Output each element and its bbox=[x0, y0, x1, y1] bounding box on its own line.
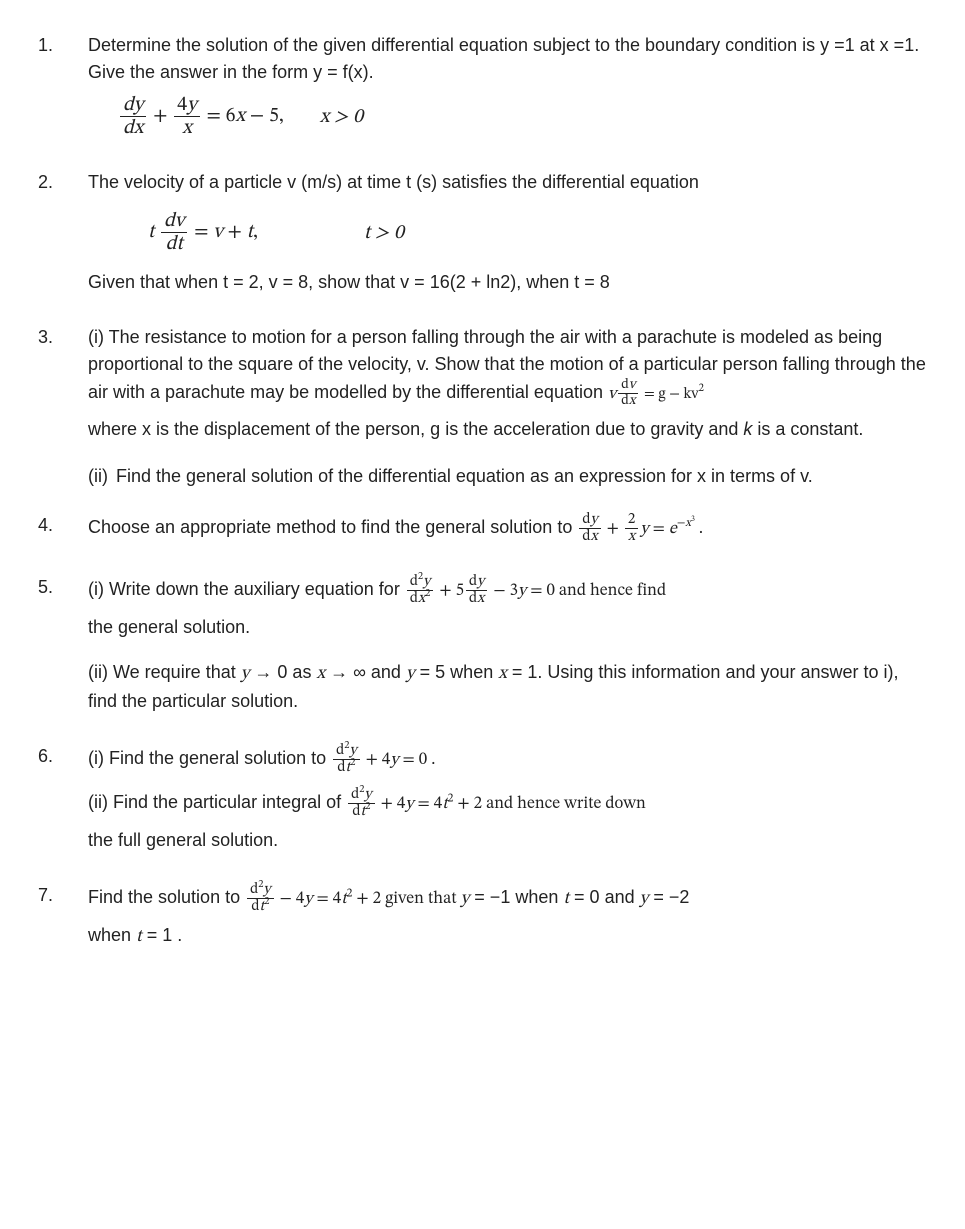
text: = 5 when bbox=[415, 662, 499, 682]
problem-body: The velocity of a particle v (m/s) at ti… bbox=[88, 169, 927, 302]
eq-text: = 0 and hence find bbox=[526, 583, 666, 600]
text: is a constant. bbox=[752, 419, 863, 439]
problem-text: (i) The resistance to motion for a perso… bbox=[88, 324, 927, 410]
sub-part: (ii) Find the general solution of the di… bbox=[88, 463, 927, 490]
problem-text: (i) Write down the auxiliary equation fo… bbox=[88, 574, 927, 608]
problem-text: the full general solution. bbox=[88, 827, 927, 854]
problem-text: The velocity of a particle v (m/s) at ti… bbox=[88, 169, 927, 196]
problem-4: 4. Choose an appropriate method to find … bbox=[38, 512, 927, 552]
text: = −2 bbox=[648, 887, 689, 907]
problem-number: 6. bbox=[38, 743, 88, 860]
problem-3: 3. (i) The resistance to motion for a pe… bbox=[38, 324, 927, 490]
eq-text: = bbox=[194, 222, 213, 242]
problem-text: Choose an appropriate method to find the… bbox=[88, 512, 927, 546]
text: (i) Find the general solution to bbox=[88, 748, 331, 768]
problem-body: Choose an appropriate method to find the… bbox=[88, 512, 927, 552]
problem-number: 5. bbox=[38, 574, 88, 721]
text: = 1 . bbox=[142, 925, 183, 945]
text: Choose an appropriate method to find the… bbox=[88, 517, 577, 537]
eq-text: − 3 bbox=[489, 583, 518, 600]
problem-2: 2. The velocity of a particle v (m/s) at… bbox=[38, 169, 927, 302]
problem-text: Find the solution to d2ydt2 − 4y = 4t2 +… bbox=[88, 882, 927, 916]
eq-text: − 5, bbox=[245, 106, 284, 126]
sub-label: (ii) bbox=[88, 463, 116, 490]
eq-text: = 0 . bbox=[399, 752, 436, 769]
problem-text: the general solution. bbox=[88, 614, 927, 641]
problem-text: where x is the displacement of the perso… bbox=[88, 416, 927, 443]
problem-1: 1. Determine the solution of the given d… bbox=[38, 32, 927, 147]
text: where x is the displacement of the perso… bbox=[88, 419, 743, 439]
text: Find the solution to bbox=[88, 887, 245, 907]
eq-text: − 4 bbox=[276, 891, 305, 908]
text: (i) The resistance to motion for a perso… bbox=[88, 327, 926, 402]
text: (ii) Find the particular integral of bbox=[88, 792, 346, 812]
eq-text: , bbox=[253, 222, 258, 242]
text: when bbox=[88, 925, 136, 945]
problem-text: Given that when t = 2, v = 8, show that … bbox=[88, 269, 927, 296]
problem-text: Determine the solution of the given diff… bbox=[88, 32, 927, 86]
eq-text: + bbox=[223, 222, 247, 242]
problem-number: 7. bbox=[38, 882, 88, 957]
problem-body: (i) Find the general solution to d2ydt2 … bbox=[88, 743, 927, 860]
problem-body: (i) The resistance to motion for a perso… bbox=[88, 324, 927, 490]
problem-number: 1. bbox=[38, 32, 88, 147]
text: = −1 when bbox=[469, 887, 563, 907]
problem-6: 6. (i) Find the general solution to d2yd… bbox=[38, 743, 927, 860]
problem-5: 5. (i) Write down the auxiliary equation… bbox=[38, 574, 927, 721]
eq-text: + bbox=[603, 521, 623, 538]
eq-text: + 2 given that bbox=[352, 891, 460, 908]
eq-text: = 4 bbox=[414, 796, 443, 813]
sub-text: Find the general solution of the differe… bbox=[116, 463, 813, 490]
problem-number: 2. bbox=[38, 169, 88, 302]
problem-number: 3. bbox=[38, 324, 88, 490]
problem-text: (ii) Find the particular integral of d2y… bbox=[88, 787, 927, 821]
eq-text: + 4 bbox=[362, 752, 391, 769]
equation: t dvdt = v + t, t > 0 bbox=[148, 210, 927, 255]
problem-body: (i) Write down the auxiliary equation fo… bbox=[88, 574, 927, 721]
eq-text: = bbox=[649, 521, 669, 538]
condition: x > 0 bbox=[320, 102, 363, 132]
condition: t > 0 bbox=[364, 218, 404, 248]
problem-number: 4. bbox=[38, 512, 88, 552]
problem-body: Find the solution to d2ydt2 − 4y = 4t2 +… bbox=[88, 882, 927, 957]
eq-text: + 2 and hence write down bbox=[453, 796, 645, 813]
problem-text: (ii) We require that y → 0 as x → ∞ and … bbox=[88, 659, 927, 715]
eq-text: = 4 bbox=[313, 891, 342, 908]
text: (i) Write down the auxiliary equation fo… bbox=[88, 579, 405, 599]
text: → ∞ and bbox=[325, 662, 406, 682]
eq-text: = g − kv bbox=[640, 387, 698, 402]
text: = 0 and bbox=[569, 887, 640, 907]
eq-text: + 4 bbox=[377, 796, 406, 813]
equation: dydx + 4yx = 6x − 5, x > 0 bbox=[118, 94, 927, 139]
eq-text: . bbox=[695, 521, 703, 538]
eq-text: + 5 bbox=[435, 583, 464, 600]
problem-text: (i) Find the general solution to d2ydt2 … bbox=[88, 743, 927, 777]
text: (ii) We require that bbox=[88, 662, 241, 682]
problem-body: Determine the solution of the given diff… bbox=[88, 32, 927, 147]
eq-text: = 6 bbox=[207, 106, 236, 126]
text: → 0 as bbox=[249, 662, 316, 682]
problem-text: when t = 1 . bbox=[88, 922, 927, 951]
problem-7: 7. Find the solution to d2ydt2 − 4y = 4t… bbox=[38, 882, 927, 957]
